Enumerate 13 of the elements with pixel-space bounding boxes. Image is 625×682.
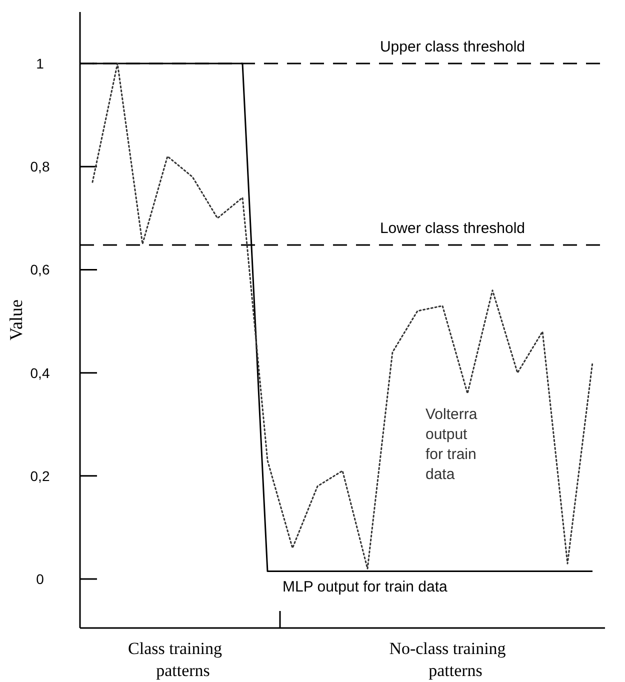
y-axis-title: Value <box>6 300 26 340</box>
y-tick-label: 0,6 <box>30 262 50 278</box>
text: No-class training patterns <box>389 639 506 680</box>
series-label: Volterra output for train data <box>426 406 478 484</box>
y-tick-label: 0,2 <box>30 468 50 484</box>
ref-line-label: Upper class threshold <box>380 38 526 56</box>
text: Class training patterns <box>128 639 222 680</box>
ref-line-label: Lower class threshold <box>380 220 526 237</box>
y-tick-label: 1 <box>36 56 44 72</box>
series-label: MLP output for train data <box>282 578 448 596</box>
y-tick-label: 0,4 <box>30 364 50 381</box>
y-tick-label: 0 <box>36 571 44 588</box>
y-tick-label: 0,8 <box>30 158 50 175</box>
